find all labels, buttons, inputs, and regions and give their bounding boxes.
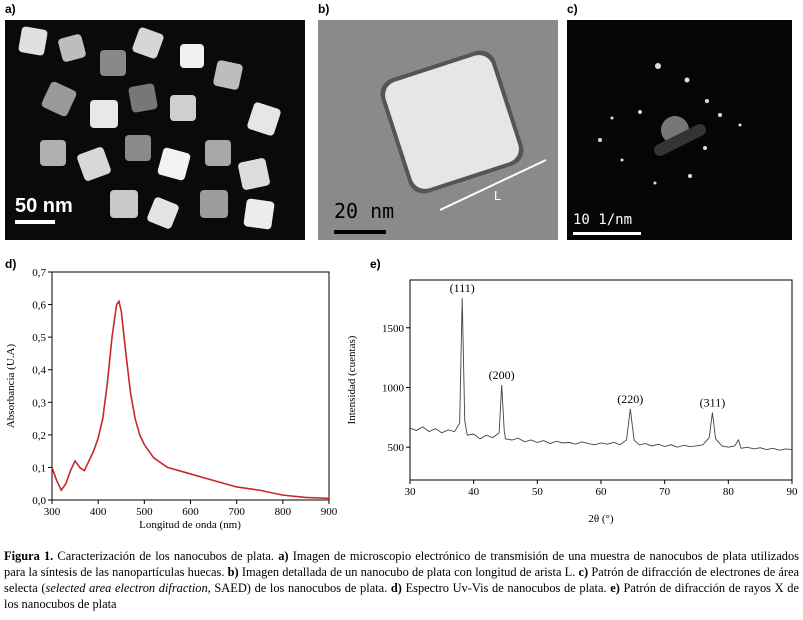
panel-label: a) xyxy=(5,2,16,16)
caption-run: selected area electron difraction xyxy=(45,581,208,595)
caption-run: , SAED) de los nanocubos de plata. xyxy=(207,581,391,595)
y-tick-label: 0,0 xyxy=(32,495,46,507)
x-tick-label: 700 xyxy=(228,506,245,518)
y-tick-label: 0,6 xyxy=(32,300,46,312)
tem-image-b xyxy=(318,20,558,240)
caption-run: e) xyxy=(610,581,620,595)
y-tick-label: 0,3 xyxy=(32,397,46,409)
x-tick-label: 500 xyxy=(136,506,153,518)
caption-run: b) xyxy=(227,565,239,579)
plot-frame xyxy=(51,271,330,501)
peak-annotation: (311) xyxy=(700,396,726,410)
x-tick-label: 800 xyxy=(275,506,292,518)
caption-run: Figura 1. xyxy=(4,549,54,563)
caption-run: Espectro Uv-Vis de nanocubos de plata. xyxy=(401,581,611,595)
x-tick-label: 400 xyxy=(90,506,107,518)
scale-text: 20 nm xyxy=(334,199,394,223)
peak-annotation: (200) xyxy=(489,368,515,382)
scale-text: 10 1/nm xyxy=(573,212,632,228)
saed-image xyxy=(567,20,792,240)
x-tick-label: 90 xyxy=(787,486,799,498)
y-axis-label: Intensidad (cuentas) xyxy=(346,335,358,424)
caption-run: d) xyxy=(390,581,402,595)
data-line xyxy=(51,299,330,500)
x-tick-label: 30 xyxy=(405,486,417,498)
figure-caption: Figura 1. Caracterización de los nanocub… xyxy=(4,548,799,612)
x-tick-label: 50 xyxy=(532,486,544,498)
x-tick-label: 600 xyxy=(182,506,199,518)
x-tick-label: 300 xyxy=(44,506,61,518)
caption-run: Patrón de difracción de electrones de ár… xyxy=(4,565,800,595)
caption-run: Imagen de microscopio electrónico de tra… xyxy=(4,549,800,579)
y-tick-label: 0,5 xyxy=(32,332,46,344)
y-tick-label: 1500 xyxy=(382,323,405,335)
panel-label: c) xyxy=(567,2,578,16)
panel-label: d) xyxy=(5,257,16,271)
panel-label: b) xyxy=(318,2,329,16)
peak-annotation: (111) xyxy=(450,281,475,295)
x-tick-label: 900 xyxy=(321,506,338,518)
caption-run: Patrón de difracción de rayos X de los n… xyxy=(4,581,799,611)
y-tick-label: 0,4 xyxy=(32,365,46,377)
plot-frame xyxy=(409,279,793,481)
y-tick-label: 0,1 xyxy=(32,462,46,474)
x-tick-label: 40 xyxy=(468,486,480,498)
y-axis-label: Absorbancia (U.A) xyxy=(5,344,17,429)
data-line xyxy=(409,297,793,451)
x-axis-label: Longitud de onda (nm) xyxy=(139,519,241,531)
x-tick-label: 80 xyxy=(723,486,735,498)
x-tick-label: 60 xyxy=(596,486,608,498)
x-tick-label: 70 xyxy=(659,486,671,498)
tem-image-a xyxy=(5,20,305,240)
panel-label: e) xyxy=(370,257,381,271)
caption-run: Caracterización de los nanocubos de plat… xyxy=(53,549,279,563)
y-tick-label: 0,7 xyxy=(32,267,46,279)
scale-text: 50 nm xyxy=(15,195,73,217)
y-tick-label: 0,2 xyxy=(32,430,46,442)
edge-label: L xyxy=(494,188,501,203)
y-tick-label: 500 xyxy=(388,442,405,454)
x-axis-label: 2θ (°) xyxy=(588,513,614,525)
caption-run: c) xyxy=(578,565,589,579)
y-tick-label: 1000 xyxy=(382,382,405,394)
caption-run: Imagen detallada de un nanocubo de plata… xyxy=(238,565,579,579)
caption-run: a) xyxy=(278,549,289,563)
peak-annotation: (220) xyxy=(617,392,643,406)
figure-panels: a) 50 nm b) xyxy=(5,2,799,531)
